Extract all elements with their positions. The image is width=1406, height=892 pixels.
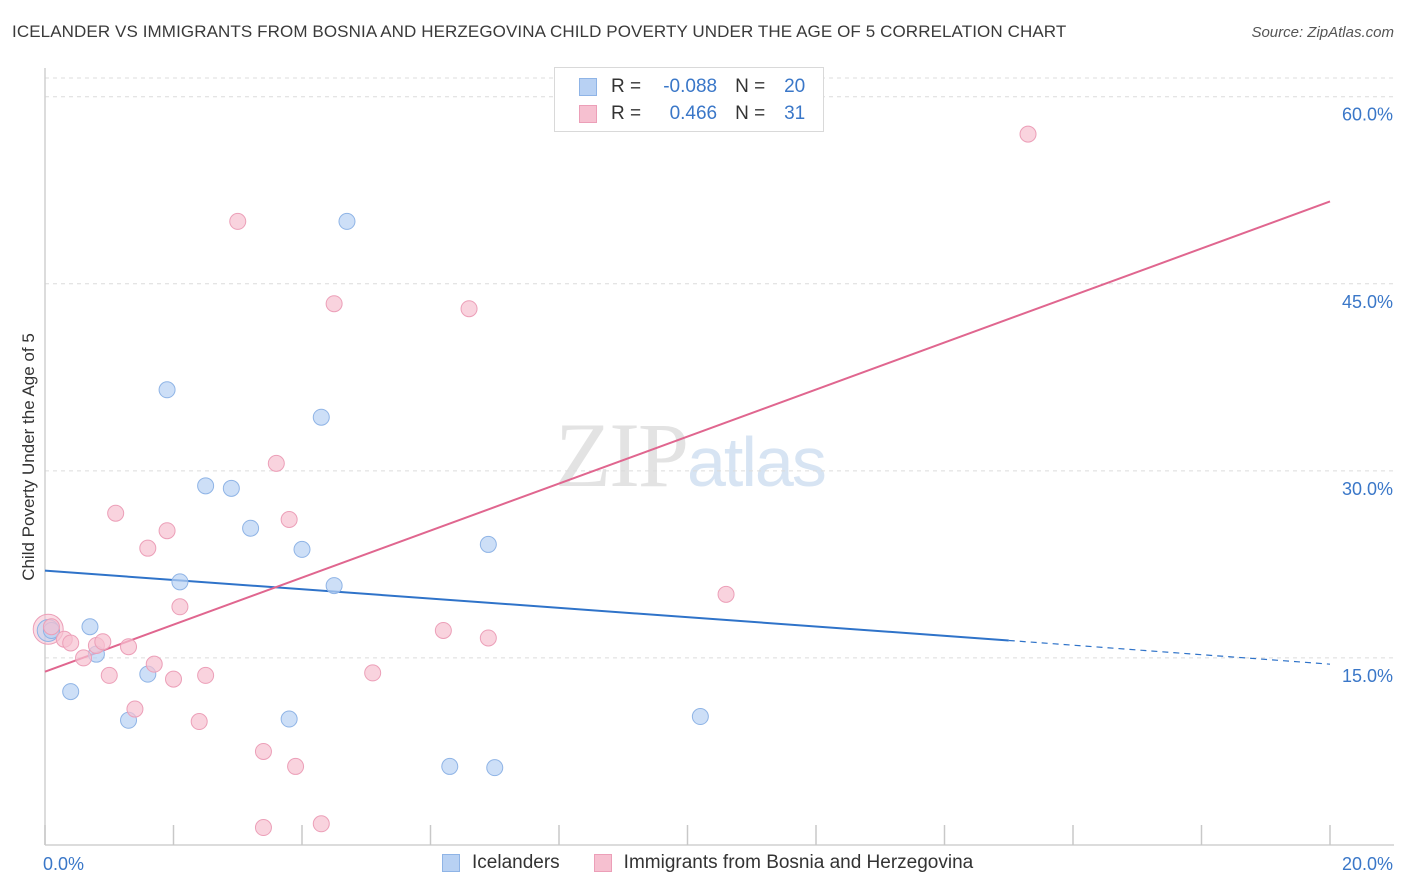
bosnia-point <box>267 454 285 472</box>
icelander-point <box>222 479 240 497</box>
x-tick-label: 0.0% <box>43 854 84 874</box>
icelander-point <box>325 577 343 595</box>
icelander-point <box>338 212 356 230</box>
icelander-point <box>62 683 80 701</box>
bosnia-point <box>94 633 112 651</box>
icelander-point <box>171 573 189 591</box>
bosnia-point <box>165 670 182 688</box>
bosnia-point <box>312 815 330 833</box>
legend-r-value: 0.466 <box>669 103 718 124</box>
bosnia-point <box>325 295 343 313</box>
icelander-point <box>486 759 504 777</box>
icelander-trend-extension <box>1008 639 1331 665</box>
bosnia-point <box>717 585 735 603</box>
bosnia-point <box>158 522 176 540</box>
bosnia-point <box>434 621 452 639</box>
legend-r-label: R = <box>611 103 642 124</box>
icelander-point <box>293 540 311 558</box>
bosnia-point <box>171 598 189 616</box>
icelander-point <box>81 618 99 636</box>
bosnia-trend-line <box>44 200 1331 673</box>
series-swatch-pink <box>593 854 612 872</box>
data-points <box>32 125 1037 837</box>
legend-n-value: 20 <box>784 76 806 97</box>
bosnia-point <box>126 700 144 718</box>
icelander-point <box>441 757 459 775</box>
y-tick-label: 15.0% <box>1342 666 1393 686</box>
bosnia-point <box>280 510 298 528</box>
legend-swatch-blue <box>579 78 597 96</box>
bosnia-point <box>62 634 80 652</box>
bosnia-point <box>190 713 208 731</box>
y-tick-label: 60.0% <box>1342 105 1393 125</box>
x-tick-label: 20.0% <box>1342 854 1393 874</box>
tick-labels: 15.0% 30.0% 45.0% 60.0% 0.0% 20.0% <box>43 105 1393 874</box>
series-label-bosnia: Immigrants from Bosnia and Herzegovina <box>623 852 974 873</box>
bosnia-point <box>145 655 163 673</box>
bosnia-point <box>364 664 382 682</box>
bosnia-point <box>197 666 215 684</box>
legend-row-bosnia: R = 0.466 N = 31 <box>579 101 805 127</box>
source-credit: Source: ZipAtlas.com <box>1251 24 1394 41</box>
legend-n-label: N = <box>735 76 766 97</box>
legend-row-icelanders: R = -0.088 N = 20 <box>579 74 805 100</box>
icelander-point <box>312 408 330 426</box>
series-swatch-blue <box>442 854 460 872</box>
legend-n-value: 31 <box>784 103 806 124</box>
icelander-trend-line <box>44 569 1009 642</box>
bosnia-point <box>139 539 157 557</box>
bosnia-point <box>229 212 247 230</box>
bosnia-point <box>287 757 305 775</box>
bosnia-point <box>254 819 272 837</box>
bosnia-point <box>1019 125 1037 143</box>
icelander-point <box>691 708 709 726</box>
legend-r-value: -0.088 <box>663 76 718 97</box>
chart-title: ICELANDER VS IMMIGRANTS FROM BOSNIA AND … <box>12 22 1067 41</box>
legend-swatch-pink <box>579 105 597 123</box>
axes <box>44 68 1394 846</box>
watermark: ZIPatlas <box>555 402 827 508</box>
legend-r-label: R = <box>611 76 642 97</box>
watermark-zip: ZIP <box>555 404 689 506</box>
icelander-point <box>158 381 176 399</box>
bosnia-point <box>479 629 497 647</box>
legend-n-label: N = <box>735 103 766 124</box>
bosnia-point <box>42 618 60 636</box>
grid-lines <box>45 77 1394 659</box>
y-tick-label: 45.0% <box>1342 292 1393 312</box>
bosnia-point <box>100 666 118 684</box>
watermark-atlas: atlas <box>687 423 827 501</box>
bosnia-point <box>120 638 138 656</box>
correlation-legend: R = -0.088 N = 20 R = 0.466 N = 31 <box>554 67 824 132</box>
icelander-point <box>242 519 260 537</box>
series-legend-bosnia[interactable]: Immigrants from Bosnia and Herzegovina <box>593 852 974 874</box>
bosnia-point <box>75 649 93 667</box>
bosnia-point <box>107 504 125 522</box>
icelander-point <box>479 535 497 553</box>
trend-lines <box>44 200 1331 673</box>
bosnia-point <box>254 742 272 760</box>
series-legend-icelanders[interactable]: Icelanders <box>442 852 560 874</box>
icelander-point <box>280 710 298 728</box>
series-label-icelanders: Icelanders <box>472 852 560 873</box>
bosnia-point <box>460 300 478 318</box>
series-legend: Icelanders Immigrants from Bosnia and He… <box>442 852 1007 874</box>
y-tick-label: 30.0% <box>1342 479 1393 499</box>
icelander-point <box>197 477 215 495</box>
y-axis-label: Child Poverty Under the Age of 5 <box>19 333 38 581</box>
